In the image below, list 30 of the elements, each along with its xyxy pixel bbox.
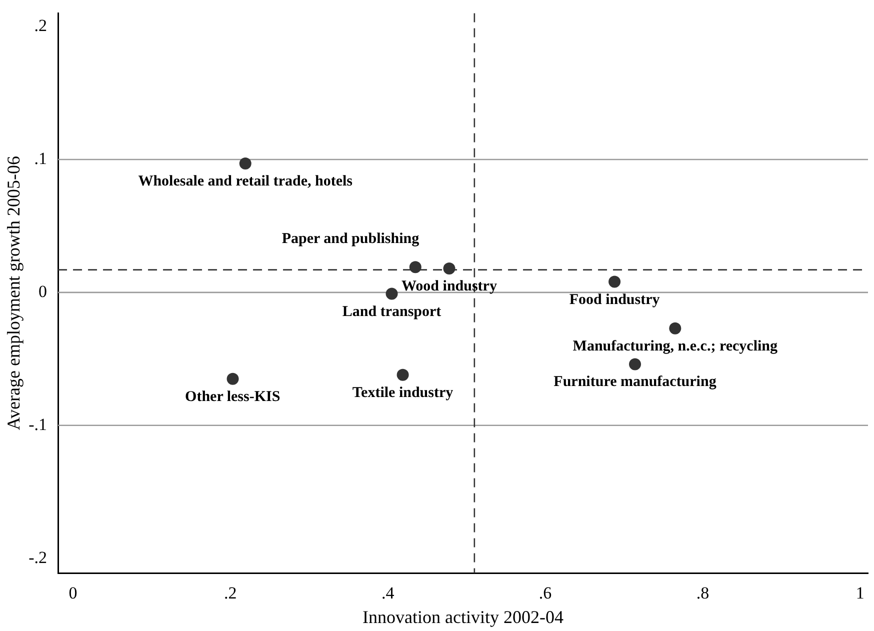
x-tick-label: 1 [856,584,864,603]
annotation: Other less-KIS [185,388,280,405]
y-tick-label: -.1 [28,414,48,434]
y-tick-label: -.2 [28,548,48,567]
annotation: Food industry [569,292,660,308]
y-tick-label: 0 [38,282,48,301]
point [396,368,409,381]
annotation: Land transport [342,304,442,320]
annotation: Textile industry [352,384,454,401]
point [443,262,456,274]
point [409,261,422,274]
x-tick-label: .8 [696,584,710,603]
y-tick-label: .1 [34,148,48,168]
x-tick-label: .2 [224,584,237,603]
x-tick-label: 0 [68,584,78,603]
annotation: Paper and publishing [282,231,420,248]
point [629,358,641,370]
y-axis-title: Average employment growth 2005-06 [4,156,24,430]
point [226,372,239,385]
point [608,276,621,288]
y-tick-label: .2 [34,16,48,35]
x-tick-label: .4 [381,584,395,603]
x-tick-label: .6 [538,584,552,603]
point [669,322,682,334]
annotation: Manufacturing, n.e.c.; recycling [572,338,778,354]
point [386,288,398,300]
annotation: Furniture manufacturing [554,374,717,390]
point [239,157,252,170]
annotation: Wholesale and retail trade, hotels [138,173,353,190]
x-axis-title: Innovation activity 2002-04 [362,606,564,627]
